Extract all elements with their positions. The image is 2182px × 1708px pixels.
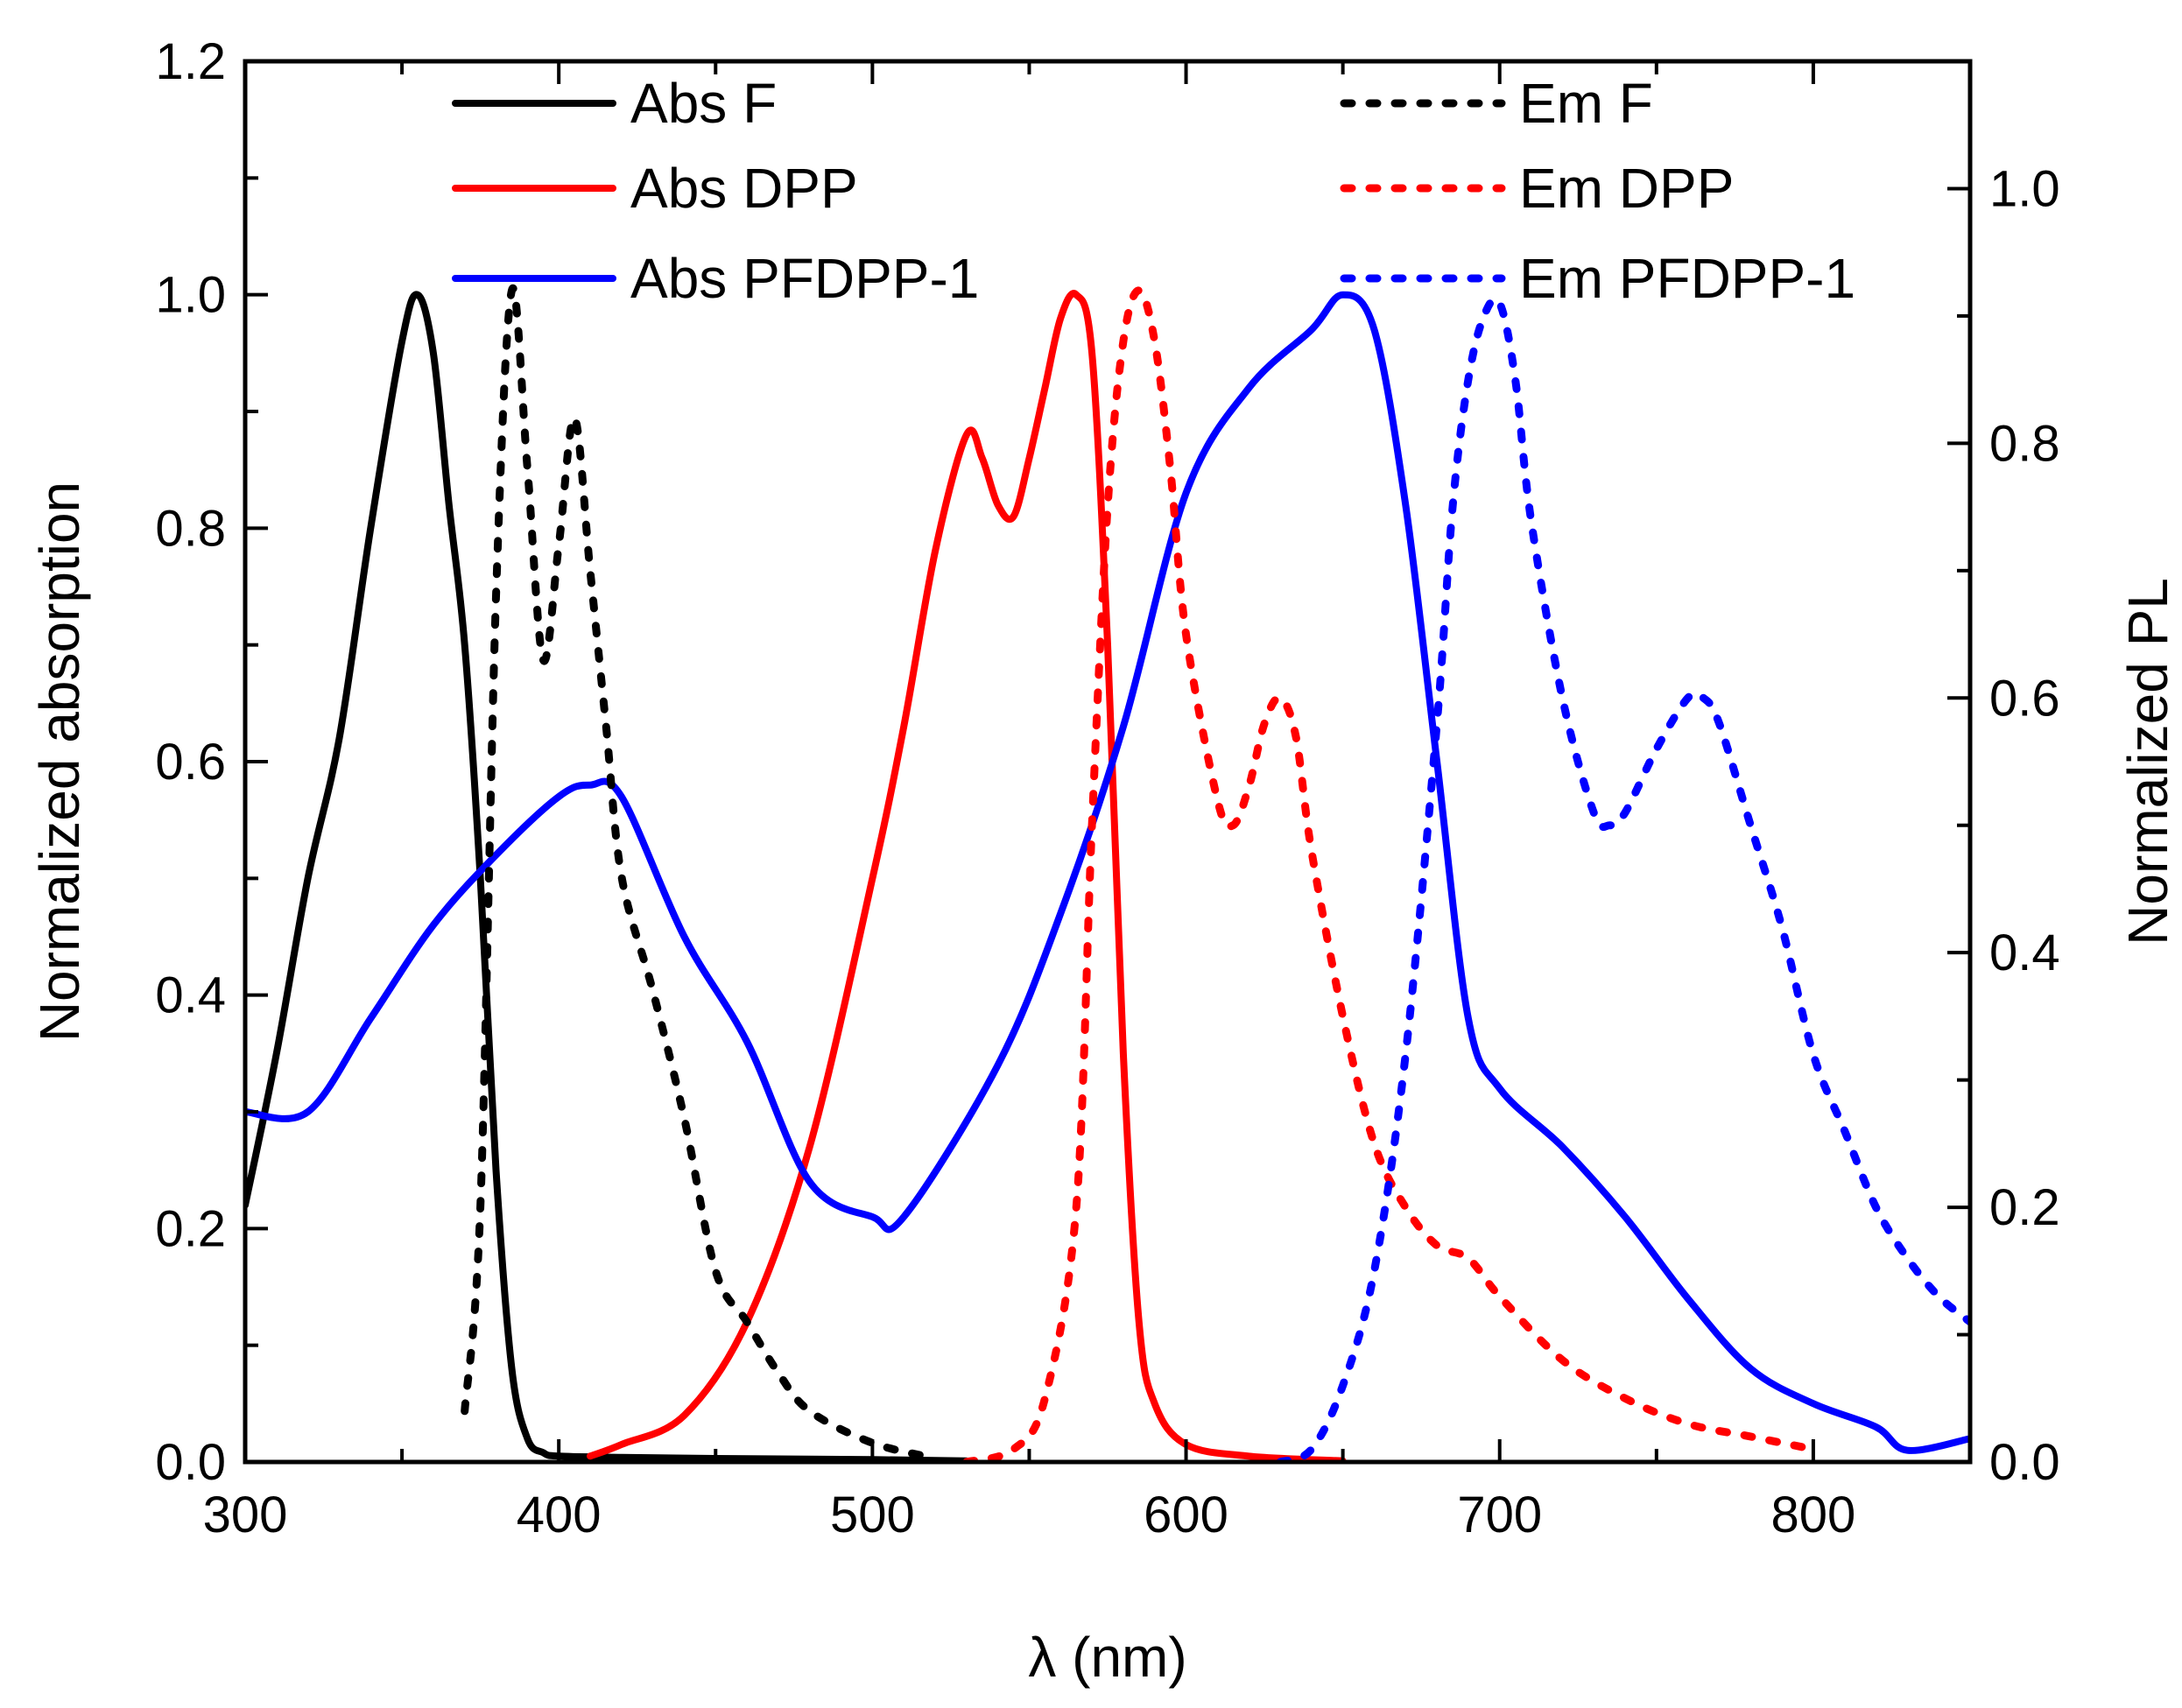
legend-label: Abs PFDPP-1 [630,247,979,310]
series-layer [245,284,1970,1462]
x-axis-title: λ (nm) [1028,1626,1186,1689]
x-tick-label: 800 [1771,1487,1856,1543]
legend-item-abs-dpp: Abs DPP [452,157,858,220]
y-tick-label: 0.2 [155,1200,226,1257]
y-tick-label: 0.4 [155,967,226,1024]
legend-label: Em F [1519,72,1653,135]
x-tick-label: 400 [517,1487,602,1543]
x-tick-label: 500 [830,1487,915,1543]
legend-item-abs-pfdpp-1: Abs PFDPP-1 [452,247,979,310]
series-abs-pfdpp-1-line [245,291,1970,1454]
legend-label: Em DPP [1519,157,1734,220]
series-em-pfdpp-1-line [1276,294,1970,1462]
series-em-f-line [461,284,940,1462]
legend-item-em-pfdpp-1: Em PFDPP-1 [1340,247,1855,310]
y-tick-label: 1.2 [155,33,226,90]
legend-item-em-dpp: Em DPP [1340,157,1734,220]
y2-axis-title: Normalized PL [2116,578,2179,945]
y-axis-title: Normalized absorption [28,481,91,1042]
series-em-dpp-line [962,286,1818,1462]
x-tick-label: 600 [1144,1487,1228,1543]
x-tick-label: 300 [203,1487,288,1543]
y2-tick-label: 0.8 [1989,415,2060,472]
legend-label: Abs DPP [630,157,858,220]
y2-tick-label: 0.4 [1989,924,2060,981]
legend-item-em-f: Em F [1340,72,1653,135]
y-tick-label: 1.0 [155,267,226,324]
y2-tick-label: 0.6 [1989,670,2060,727]
legend: Abs F Abs DPP Abs PFDPP-1 Em F Em DPP Em PFDP… [452,72,1855,310]
y2-tick-label: 1.0 [1989,160,2060,217]
y-tick-label: 0.6 [155,734,226,791]
y2-tick-label: 0.2 [1989,1179,2060,1236]
y2-tick-label: 0.0 [1989,1434,2060,1491]
legend-item-abs-f: Abs F [452,72,777,135]
series-abs-dpp-line [587,290,1347,1462]
ticks-layer: 300 400 500 600 700 800 0.0 0.2 0.4 0.6 0.8 1.0 1.2 0… [155,33,2059,1543]
y-tick-label: 0.0 [155,1434,226,1491]
x-tick-label: 700 [1457,1487,1542,1543]
legend-label: Em PFDPP-1 [1519,247,1855,310]
y-tick-label: 0.8 [155,500,226,557]
series-abs-f-line [245,291,970,1462]
legend-label: Abs F [630,72,777,135]
